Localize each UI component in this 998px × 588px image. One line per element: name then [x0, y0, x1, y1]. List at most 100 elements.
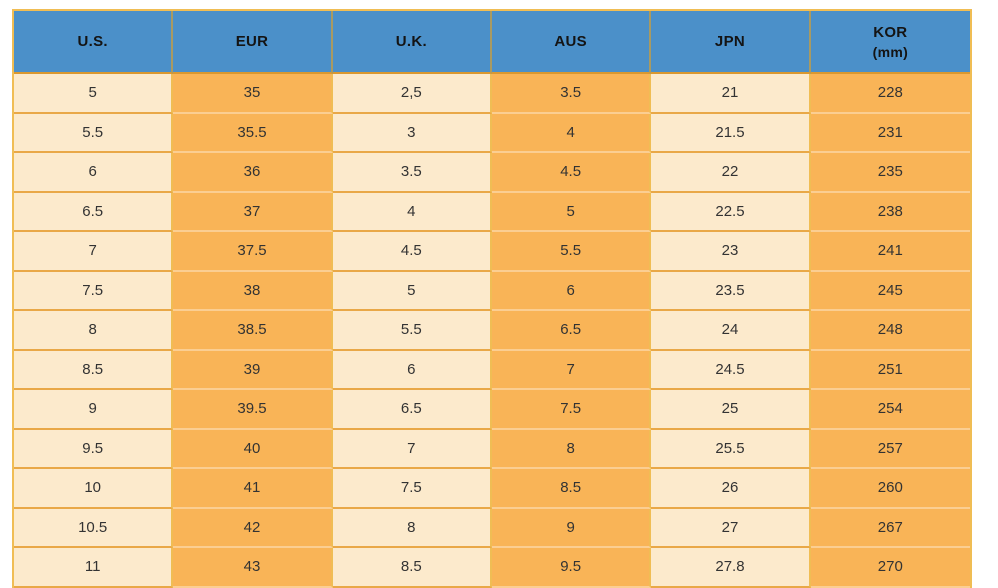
table-cell: 3.5 [332, 153, 492, 193]
table-cell: 35.5 [173, 113, 333, 153]
table-cell: 40 [173, 429, 333, 469]
table-cell: 27.8 [651, 548, 811, 588]
table-cell: 228 [810, 74, 970, 114]
table-row: 10.5 42 8 9 27 267 [14, 508, 970, 548]
table-row: 6.5 37 4 5 22.5 238 [14, 192, 970, 232]
table-cell: 27 [651, 508, 811, 548]
table-cell: 25 [651, 390, 811, 430]
table-row: 6 36 3.5 4.5 22 235 [14, 153, 970, 193]
column-header-label: KOR [873, 23, 908, 41]
column-header-label: JPN [714, 33, 746, 50]
table-cell: 21 [651, 74, 811, 114]
table-cell: 10.5 [14, 508, 174, 548]
column-header-label: U.S. [77, 33, 108, 50]
table-row: 7 37.5 4.5 5.5 23 241 [14, 232, 970, 272]
table-cell: 6.5 [491, 311, 652, 351]
table-cell: 21.5 [651, 113, 811, 153]
column-header-label: U.K. [395, 33, 427, 50]
table-cell: 35 [173, 74, 333, 114]
table-cell: 9 [491, 508, 652, 548]
table-cell: 8 [491, 429, 652, 469]
table-cell: 257 [810, 429, 970, 469]
table-cell: 260 [810, 469, 970, 509]
shoe-size-conversion-table: U.S. EUR U.K. AUS JPN KOR (mm) [12, 9, 972, 588]
table-cell: 42 [173, 508, 333, 548]
table-cell: 22 [651, 153, 811, 193]
table-cell: 4 [332, 192, 492, 232]
table-cell: 23.5 [651, 271, 811, 311]
table-cell: 25.5 [651, 429, 811, 469]
table-cell: 231 [810, 113, 970, 153]
column-header-us: U.S. [14, 11, 174, 74]
table-cell: 43 [173, 548, 333, 588]
table-row: 8.5 39 6 7 24.5 251 [14, 350, 970, 390]
table-cell: 24 [651, 311, 811, 351]
table-cell: 5.5 [14, 113, 174, 153]
table-cell: 5.5 [332, 311, 492, 351]
column-header-sub: (mm) [872, 43, 909, 60]
column-header-label: EUR [235, 33, 269, 50]
table-cell: 24.5 [651, 350, 811, 390]
table-row: 9.5 40 7 8 25.5 257 [14, 429, 970, 469]
table-row: 11 43 8.5 9.5 27.8 270 [14, 548, 970, 588]
column-header-aus: AUS [491, 11, 652, 74]
table-cell: 241 [810, 232, 970, 272]
table-row: 10 41 7.5 8.5 26 260 [14, 469, 970, 509]
table-cell: 7 [332, 429, 492, 469]
table-cell: 254 [810, 390, 970, 430]
table-cell: 8 [14, 311, 174, 351]
table-cell: 22.5 [651, 192, 811, 232]
column-header-kor: KOR (mm) [810, 11, 970, 74]
table-cell: 10 [14, 469, 174, 509]
table-cell: 37.5 [173, 232, 333, 272]
column-header-label: AUS [554, 33, 587, 50]
table-cell: 7 [491, 350, 652, 390]
table-cell: 6.5 [14, 192, 174, 232]
table-header: U.S. EUR U.K. AUS JPN KOR (mm) [14, 11, 970, 74]
table-cell: 5.5 [491, 232, 652, 272]
table-cell: 5 [14, 74, 174, 114]
table-row: 8 38.5 5.5 6.5 24 248 [14, 311, 970, 351]
column-header-eur: EUR [173, 11, 333, 74]
table-row: 5.5 35.5 3 4 21.5 231 [14, 113, 970, 153]
table-cell: 9 [14, 390, 174, 430]
table-cell: 9.5 [491, 548, 652, 588]
table-cell: 4 [491, 113, 652, 153]
table-cell: 4.5 [491, 153, 652, 193]
table-cell: 2,5 [332, 74, 492, 114]
table-cell: 7 [14, 232, 174, 272]
table-cell: 36 [173, 153, 333, 193]
table-cell: 38.5 [173, 311, 333, 351]
column-header-jpn: JPN [651, 11, 811, 74]
table-cell: 7.5 [14, 271, 174, 311]
table-row: 5 35 2,5 3.5 21 228 [14, 74, 970, 114]
table-cell: 7.5 [491, 390, 652, 430]
table-cell: 8.5 [491, 469, 652, 509]
table-cell: 8.5 [14, 350, 174, 390]
table-cell: 267 [810, 508, 970, 548]
header-row: U.S. EUR U.K. AUS JPN KOR (mm) [14, 11, 970, 74]
table-cell: 248 [810, 311, 970, 351]
table-cell: 39 [173, 350, 333, 390]
table-cell: 11 [14, 548, 174, 588]
table-cell: 6 [332, 350, 492, 390]
table-cell: 6 [14, 153, 174, 193]
table-cell: 23 [651, 232, 811, 272]
table-cell: 6 [491, 271, 652, 311]
table-cell: 8 [332, 508, 492, 548]
table-cell: 251 [810, 350, 970, 390]
table-row: 7.5 38 5 6 23.5 245 [14, 271, 970, 311]
table-cell: 37 [173, 192, 333, 232]
table-cell: 4.5 [332, 232, 492, 272]
column-header-uk: U.K. [332, 11, 492, 74]
table-cell: 270 [810, 548, 970, 588]
table-cell: 7.5 [332, 469, 492, 509]
table-cell: 26 [651, 469, 811, 509]
table-cell: 3.5 [491, 74, 652, 114]
table-cell: 39.5 [173, 390, 333, 430]
table-cell: 5 [491, 192, 652, 232]
table-cell: 6.5 [332, 390, 492, 430]
table-cell: 38 [173, 271, 333, 311]
table-cell: 9.5 [14, 429, 174, 469]
